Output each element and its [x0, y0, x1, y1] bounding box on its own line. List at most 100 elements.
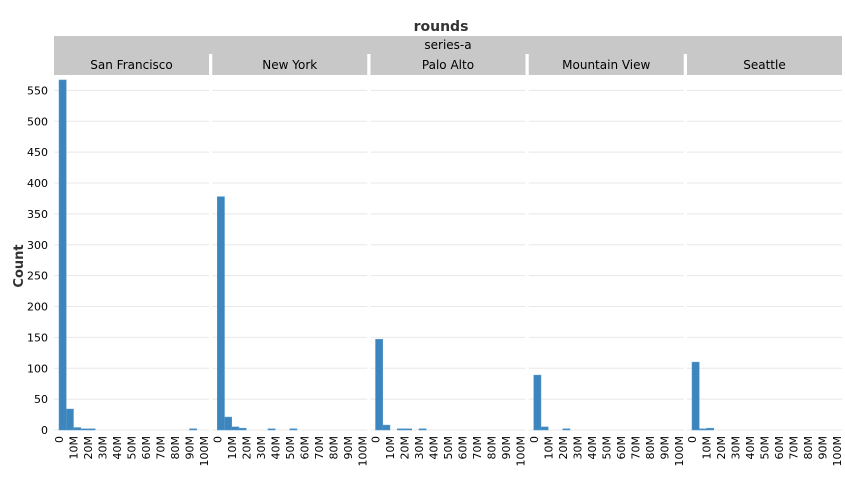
y-tick-label: 100: [27, 362, 48, 375]
x-tick-label: 20M: [557, 436, 570, 460]
x-tick-label: 60M: [457, 436, 470, 460]
x-tick-label: 80M: [644, 436, 657, 460]
histogram-bar: [289, 428, 298, 431]
y-tick-label: 550: [27, 84, 48, 97]
x-tick-label: 80M: [327, 436, 340, 460]
y-tick-label: 500: [27, 115, 48, 128]
x-tick-label: 70M: [629, 436, 642, 460]
histogram-bar: [562, 428, 571, 431]
x-tick-label: 50M: [284, 436, 297, 460]
x-tick-label: 60M: [140, 436, 153, 460]
y-tick-label: 450: [27, 146, 48, 159]
x-tick-label: 100M: [515, 436, 528, 467]
x-tick-label: 10M: [384, 436, 397, 460]
x-tick-label: 100M: [198, 436, 211, 467]
histogram-bar: [238, 427, 247, 431]
y-axis: 0 50 100 150 200 250 300 350 400 450 500 550: [27, 84, 48, 437]
x-tick-label: 20M: [715, 436, 728, 460]
facet-panel: Mountain View 0 10M 20M 30M 40M 50M 60M 70M 80M 90…: [528, 54, 686, 467]
x-tick-label: 40M: [586, 436, 599, 460]
x-tick-label: 30M: [97, 436, 110, 460]
histogram-bar: [404, 428, 412, 431]
histogram-bar: [87, 428, 96, 431]
histogram-bar: [189, 428, 197, 431]
facet-strip: [212, 54, 368, 75]
x-tick-label: 80M: [169, 436, 182, 460]
series-label: series-a: [424, 38, 471, 52]
x-tick-label: 40M: [428, 436, 441, 460]
facet-label: New York: [262, 58, 317, 72]
x-tick-label: 70M: [313, 436, 326, 460]
x-tick-label: 20M: [82, 436, 95, 460]
histogram-bar: [691, 361, 700, 431]
y-tick-label: 250: [27, 270, 48, 283]
x-tick-label: 60M: [615, 436, 628, 460]
facet-label: Mountain View: [562, 58, 650, 72]
facet-strip: [54, 54, 209, 75]
x-tick-label: 80M: [486, 436, 499, 460]
x-tick-label: 70M: [155, 436, 168, 460]
facet-panel: New York 0 10M 20M 30M 40M 50M 60M 70M 80M 90M 100M: [211, 54, 369, 467]
histogram-bar: [699, 428, 707, 431]
facet-label: San Francisco: [90, 58, 172, 72]
x-tick-label: 40M: [111, 436, 124, 460]
x-tick-label: 60M: [773, 436, 786, 460]
facet-strip: [528, 54, 684, 75]
x-tick-label: 60M: [298, 436, 311, 460]
histogram-bar: [397, 428, 405, 431]
histogram-bar: [706, 427, 714, 431]
histogram-bar: [382, 424, 391, 431]
y-tick-label: 350: [27, 208, 48, 221]
histogram-bar: [540, 426, 549, 431]
x-tick-label: 10M: [701, 436, 714, 460]
x-tick-label: 10M: [68, 436, 81, 460]
x-tick-label: 100M: [831, 436, 844, 467]
series-strip: [54, 36, 842, 54]
facet-strip: [370, 54, 526, 75]
y-tick-label: 200: [27, 301, 48, 314]
histogram-bar: [533, 374, 542, 431]
histogram-bar: [58, 79, 67, 431]
x-tick-label: 20M: [399, 436, 412, 460]
x-tick-label: 90M: [184, 436, 197, 460]
x-tick-label: 0: [528, 436, 541, 443]
x-tick-label: 0: [686, 436, 699, 443]
x-tick-label: 50M: [442, 436, 455, 460]
x-tick-label: 30M: [730, 436, 743, 460]
facet-panel: San Francisco 0 10M 20M 30M 40M 50M 60M 70M 80M 90…: [53, 54, 211, 467]
x-tick-label: 90M: [500, 436, 513, 460]
x-tick-label: 90M: [817, 436, 830, 460]
facet-strip: [687, 54, 842, 75]
x-tick-label: 100M: [673, 436, 686, 467]
x-tick-label: 50M: [759, 436, 772, 460]
histogram-bar: [375, 338, 383, 431]
facet-label: Seattle: [743, 58, 785, 72]
y-tick-label: 400: [27, 177, 48, 190]
x-tick-label: 30M: [571, 436, 584, 460]
x-tick-label: 30M: [413, 436, 426, 460]
y-axis-title: Count: [12, 244, 27, 287]
facet-label: Palo Alto: [422, 58, 474, 72]
x-tick-label: 90M: [342, 436, 355, 460]
chart-title: rounds: [414, 19, 469, 35]
histogram-bar: [217, 196, 225, 431]
x-tick-label: 100M: [356, 436, 369, 467]
histogram-bar: [73, 427, 81, 431]
x-tick-label: 30M: [255, 436, 268, 460]
y-tick-label: 50: [34, 393, 48, 406]
facet-panel: Seattle 0 10M 20M 30M 40M 50M 60M 70M 80M 90M 100M: [686, 54, 844, 467]
y-tick-label: 150: [27, 331, 48, 344]
x-tick-label: 10M: [226, 436, 239, 460]
x-tick-label: 70M: [788, 436, 801, 460]
x-tick-label: 80M: [802, 436, 815, 460]
x-tick-label: 0: [211, 436, 224, 443]
histogram-bar: [66, 408, 74, 431]
facet-panel: Palo Alto 0 10M 20M 30M 40M 50M 60M 70M 80M 90M 100…: [370, 54, 528, 467]
x-tick-label: 50M: [600, 436, 613, 460]
x-tick-label: 40M: [269, 436, 282, 460]
histogram-bar: [267, 428, 276, 431]
x-tick-label: 10M: [542, 436, 555, 460]
